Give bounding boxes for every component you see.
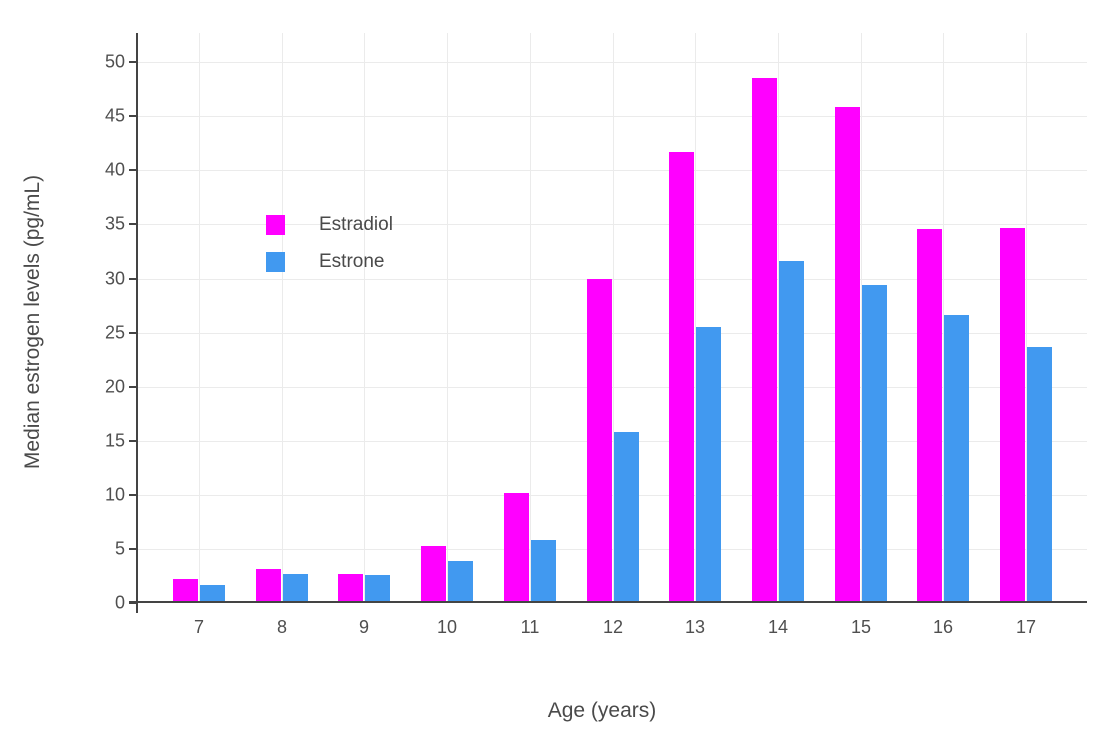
gridline-y-45 [138,116,1087,118]
y-tick-mark-0 [129,602,136,604]
bar-estrone-age-14 [779,261,804,603]
gridline-x-9 [364,33,365,603]
bar-estrone-age-7 [200,585,225,603]
legend-item-estrone: Estrone [266,250,393,274]
y-tick-mark-15 [129,439,136,442]
x-axis-title: Age (years) [547,699,657,722]
bar-estrone-age-12 [614,432,639,603]
x-tick-label-9: 9 [358,617,370,637]
bar-estrone-age-9 [365,575,390,603]
x-tick-label-7: 7 [193,617,205,637]
gridline-y-50 [138,62,1087,64]
gridline-x-14 [778,33,779,603]
y-tick-mark-20 [129,385,136,388]
bar-estrone-age-15 [862,285,887,603]
legend-item-estradiol: Estradiol [266,213,393,237]
bar-estradiol-age-17 [1000,228,1025,603]
y-tick-mark-5 [129,547,136,550]
gridline-x-11 [530,33,531,603]
y-tick-label-20: 20 [104,376,125,397]
gridline-x-12 [613,33,614,603]
gridline-y-5 [138,548,1087,550]
y-tick-label-5: 5 [114,538,125,559]
y-tick-mark-50 [129,61,136,64]
bar-estradiol-age-13 [669,152,694,603]
y-tick-label-10: 10 [104,484,125,505]
gridline-x-16 [943,33,944,603]
legend-label-estrone: Estrone [319,251,385,272]
bar-estrone-age-17 [1027,347,1052,603]
bar-estradiol-age-10 [421,546,446,603]
gridline-x-17 [1026,33,1027,603]
bar-estradiol-age-7 [173,579,198,603]
gridline-y-30 [138,278,1087,280]
y-tick-mark-10 [129,493,136,496]
gridline-y-10 [138,494,1087,496]
bar-estrone-age-8 [283,574,308,603]
y-tick-mark-45 [129,115,136,118]
legend-label-estradiol: Estradiol [319,214,393,235]
y-tick-label-25: 25 [104,322,125,343]
gridline-x-10 [447,33,448,603]
gridline-x-13 [695,33,696,603]
bar-estradiol-age-16 [917,229,942,603]
x-tick-label-16: 16 [932,617,954,637]
gridline-y-25 [138,332,1087,334]
bar-estradiol-age-15 [835,107,860,603]
y-tick-label-50: 50 [104,51,125,72]
legend-swatch-estradiol [266,215,285,235]
y-tick-label-30: 30 [104,268,125,289]
bar-estrone-age-11 [531,540,556,603]
x-tick-label-14: 14 [767,617,789,637]
bar-estradiol-age-14 [752,78,777,603]
y-tick-mark-40 [129,169,136,172]
bar-estrone-age-13 [696,327,721,603]
bar-estrone-age-16 [944,315,969,603]
x-tick-label-8: 8 [276,617,288,637]
bar-estradiol-age-12 [587,279,612,603]
y-axis-title: Median estrogen levels (pg/mL) [21,174,44,470]
y-tick-label-40: 40 [104,159,125,180]
gridline-y-40 [138,170,1087,172]
y-tick-label-45: 45 [104,105,125,126]
y-tick-mark-35 [129,223,136,226]
plot-area [138,33,1087,603]
gridline-y-35 [138,224,1087,226]
gridline-x-15 [861,33,862,603]
gridline-x-7 [199,33,200,603]
bar-estradiol-age-8 [256,569,281,603]
gridline-x-8 [282,33,283,603]
bar-estradiol-age-11 [504,493,529,603]
gridline-y-20 [138,386,1087,388]
y-axis-line [136,33,138,613]
x-tick-label-10: 10 [436,617,458,637]
x-tick-label-15: 15 [850,617,872,637]
y-tick-label-0: 0 [114,592,125,613]
bar-estrone-age-10 [448,561,473,603]
x-tick-label-11: 11 [520,617,540,637]
x-axis-line [129,601,1087,603]
bar-estradiol-age-9 [338,574,363,603]
x-tick-label-12: 12 [602,617,624,637]
y-tick-label-15: 15 [104,430,125,451]
y-tick-mark-25 [129,331,136,334]
x-tick-label-13: 13 [684,617,706,637]
y-tick-mark-30 [129,277,136,280]
gridline-y-15 [138,440,1087,442]
x-tick-label-17: 17 [1015,617,1037,637]
legend: Estradiol Estrone [266,213,393,287]
y-tick-label-35: 35 [104,213,125,234]
legend-swatch-estrone [266,252,285,272]
